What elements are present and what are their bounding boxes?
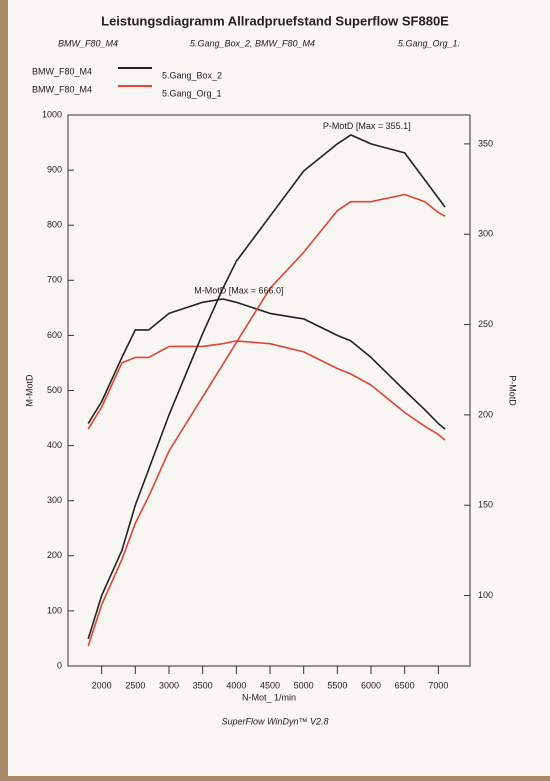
series-line [87,298,446,430]
x-tick-label: 3500 [193,680,213,690]
y2-tick-label: 100 [478,590,493,600]
y2-tick-label: 250 [478,319,493,329]
x-tick-label: 5500 [327,680,347,690]
legend-run: 5.Gang_Org_1 [162,88,222,98]
y-tick-label: 700 [47,275,62,285]
x-tick-label: 4500 [260,680,280,690]
footer: SuperFlow WinDyn™ V2.8 [222,716,329,726]
y2-axis-label: P-MotD [508,375,518,406]
subtitle: BMW_F80_M4 [58,38,118,48]
y-tick-label: 500 [47,385,62,395]
x-tick-label: 3000 [159,680,179,690]
y-tick-label: 900 [47,164,62,174]
y-tick-label: 200 [47,550,62,560]
series-line [87,134,446,640]
subtitle: 5.Gang_Org_1. [398,38,460,48]
chart-title: Leistungsdiagramm Allradpruefstand Super… [101,13,449,28]
subtitle: 5.Gang_Box_2, BMW_F80_M4 [190,38,315,48]
y-tick-label: 800 [47,220,62,230]
x-tick-label: 4000 [226,680,246,690]
y-tick-label: 100 [47,605,62,615]
y-axis-label: M-MotD [24,374,34,406]
x-tick-label: 7000 [428,680,448,690]
legend-car: BMW_F80_M4 [32,84,92,94]
x-tick-label: 6000 [361,680,381,690]
x-tick-label: 5000 [294,680,314,690]
x-tick-label: 2500 [125,680,145,690]
annotation: M-MotD [Max = 666.0] [194,285,283,295]
paper [8,0,550,776]
legend-run: 5.Gang_Box_2 [162,70,222,80]
y2-tick-label: 300 [478,229,493,239]
x-tick-label: 6500 [395,680,415,690]
series-line [87,340,446,441]
x-axis-label: N-Mot_ 1/min [242,692,296,702]
x-tick-label: 2000 [92,680,112,690]
y2-tick-label: 350 [478,138,493,148]
y2-tick-label: 150 [478,500,493,510]
legend-car: BMW_F80_M4 [32,66,92,76]
y-tick-label: 1000 [42,109,62,119]
annotation: P-MotD [Max = 355.1] [323,121,411,131]
y-tick-label: 300 [47,495,62,505]
y-tick-label: 0 [57,660,62,670]
series-line [87,193,446,647]
y-tick-label: 400 [47,440,62,450]
y-tick-label: 600 [47,330,62,340]
y2-tick-label: 200 [478,409,493,419]
